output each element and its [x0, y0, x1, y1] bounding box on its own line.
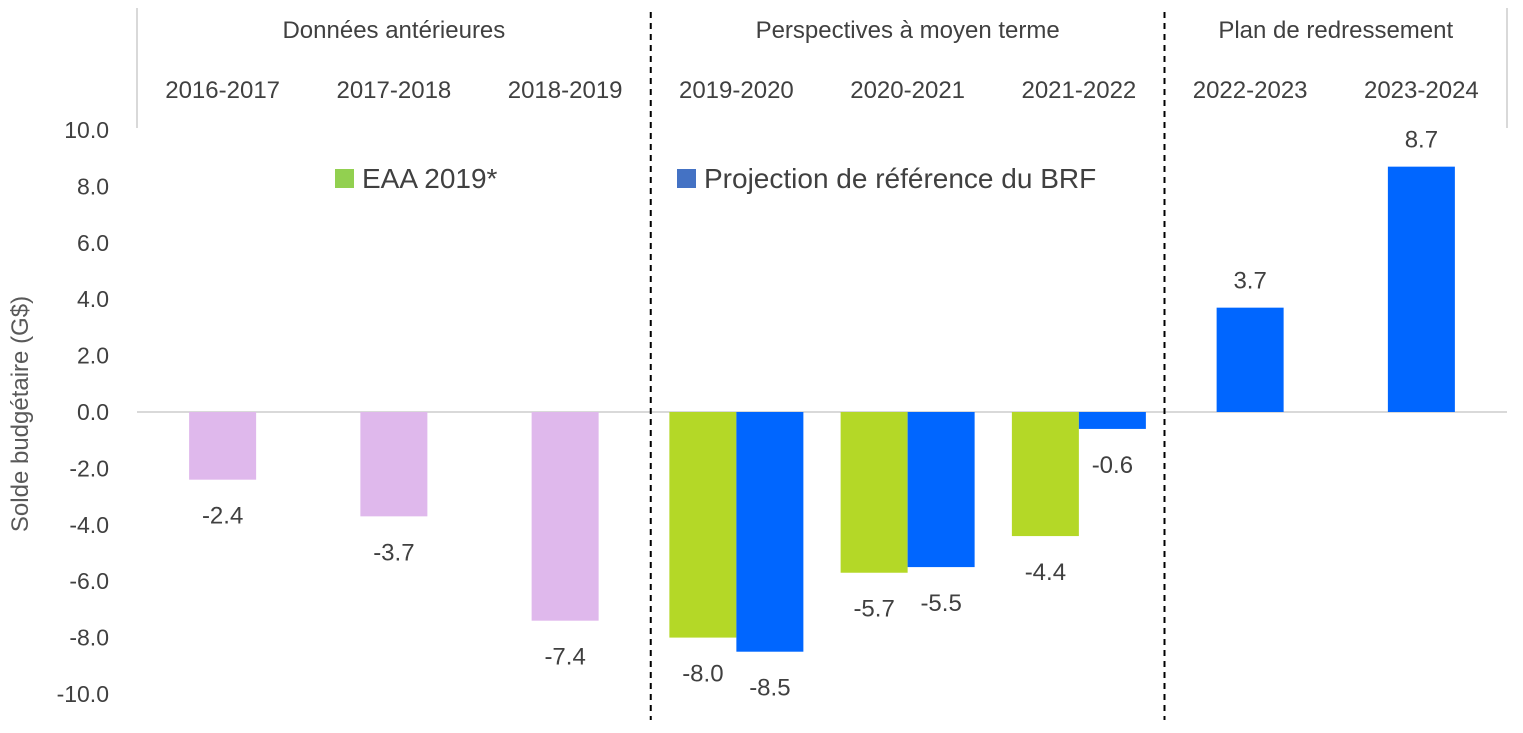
data-label: -2.4 — [202, 503, 243, 530]
data-label: 8.7 — [1405, 127, 1438, 154]
bar — [189, 412, 257, 480]
y-tick-label: -8.0 — [69, 625, 109, 651]
y-tick-label: -10.0 — [57, 681, 109, 707]
y-tick-label: 10.0 — [64, 117, 109, 143]
data-label: -3.7 — [373, 539, 414, 566]
bar — [669, 412, 737, 638]
y-tick-label: 2.0 — [77, 343, 109, 369]
category-label: 2019-2020 — [679, 77, 794, 104]
legend-swatch — [335, 169, 354, 188]
group-label: Perspectives à moyen terme — [756, 17, 1060, 44]
legend-swatch — [677, 169, 696, 188]
category-label: 2021-2022 — [1021, 77, 1136, 104]
y-tick-label: 4.0 — [77, 286, 109, 312]
y-axis-title: Solde budgétaire (G$) — [7, 296, 34, 532]
y-tick-label: -4.0 — [69, 512, 109, 538]
bar — [1216, 307, 1284, 412]
y-tick-label: -6.0 — [69, 568, 109, 594]
bar — [907, 412, 975, 568]
y-tick-label: 8.0 — [77, 173, 109, 199]
data-label: 3.7 — [1233, 268, 1266, 295]
category-label: 2023-2024 — [1364, 77, 1479, 104]
data-label: -4.4 — [1025, 559, 1066, 586]
bar — [736, 412, 804, 652]
bar — [1011, 412, 1079, 537]
category-label: 2022-2023 — [1193, 77, 1308, 104]
data-label: -8.0 — [682, 661, 723, 688]
bar — [840, 412, 908, 573]
data-label: -8.5 — [749, 675, 790, 702]
bar — [360, 412, 428, 517]
data-label: -5.5 — [920, 590, 961, 617]
legend-label: EAA 2019* — [362, 163, 498, 194]
data-label: -5.7 — [853, 596, 894, 623]
data-label: -7.4 — [544, 644, 585, 671]
group-label: Données antérieures — [282, 17, 505, 44]
legend-label: Projection de référence du BRF — [704, 163, 1096, 194]
y-tick-label: 6.0 — [77, 230, 109, 256]
bar — [1078, 412, 1146, 429]
category-label: 2016-2017 — [165, 77, 280, 104]
data-label: -0.6 — [1092, 452, 1133, 479]
group-label: Plan de redressement — [1218, 17, 1453, 44]
category-label: 2020-2021 — [850, 77, 965, 104]
category-label: 2018-2019 — [508, 77, 623, 104]
bar — [531, 412, 599, 621]
bar — [1387, 166, 1455, 412]
category-label: 2017-2018 — [336, 77, 451, 104]
y-tick-label: 0.0 — [77, 399, 109, 425]
y-tick-label: -2.0 — [69, 455, 109, 481]
